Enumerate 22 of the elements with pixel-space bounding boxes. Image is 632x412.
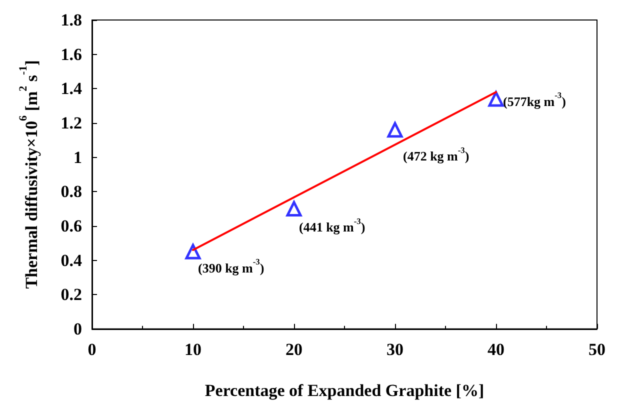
x-tick-label: 10 — [184, 340, 202, 359]
y-tick-label: 0.6 — [60, 216, 82, 236]
y-tick-label: 0.8 — [60, 182, 82, 202]
y-tick-label: 0.4 — [60, 250, 82, 270]
point — [488, 91, 504, 107]
y-tick-label: 1 — [74, 148, 82, 167]
x-tick-label: 30 — [386, 340, 404, 359]
x-tick-label: 40 — [488, 340, 504, 359]
point — [286, 201, 302, 217]
point — [387, 122, 403, 138]
y-tick-label: 1.2 — [60, 113, 82, 132]
y-tick-label: 1.8 — [60, 10, 82, 30]
y-tick-label: 0 — [74, 319, 82, 338]
x-tick-label: 50 — [588, 340, 606, 359]
x-axis-title: Percentage of Expanded Graphite [%] — [204, 381, 484, 400]
point — [185, 244, 201, 260]
y-tick-label: 0.2 — [60, 285, 82, 304]
x-tick-label: 0 — [88, 340, 96, 359]
x-tick-label: 20 — [286, 340, 302, 359]
y-tick-label: 1.4 — [60, 79, 82, 98]
y-axis-title: Thermal diffusivity×106 [m2 s-1] — [17, 60, 41, 289]
y-tick-label: 1.6 — [60, 44, 82, 64]
